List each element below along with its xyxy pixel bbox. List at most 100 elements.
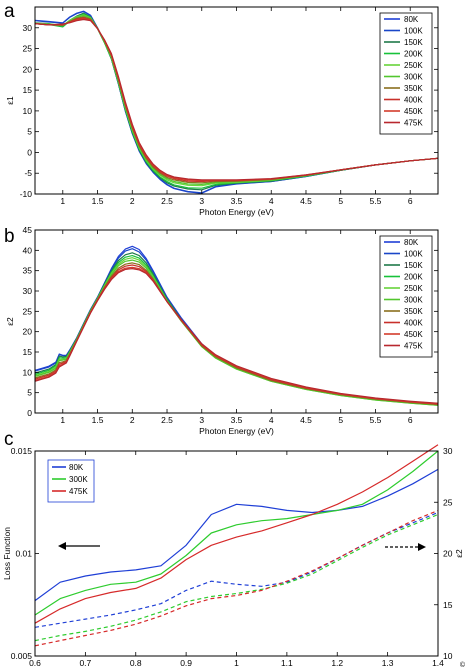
legend: 80K 100K 150K 200K 250K 300K 350K 400K 450K 475K — [379, 12, 433, 135]
y-tick-label: 25 — [23, 306, 33, 316]
x-tick-label: 3.5 — [231, 196, 243, 206]
series-line-200K — [34, 13, 439, 189]
series-line-150K — [34, 12, 439, 191]
y-tick-label: 0.015 — [11, 446, 33, 456]
y-tick-label: 35 — [23, 266, 33, 276]
series-line-450K — [34, 18, 439, 182]
series-line-250K — [34, 257, 439, 406]
legend-label-100K: 100K — [404, 27, 423, 36]
series-group — [34, 10, 439, 194]
legend-label-80K: 80K — [404, 238, 419, 247]
y-tick-label: 10 — [23, 367, 33, 377]
x-tick-label: 6 — [408, 415, 413, 425]
series-line-400K — [34, 264, 439, 405]
x-tick-label: 3.5 — [231, 415, 243, 425]
x-tick-label: 2 — [130, 415, 135, 425]
series-group — [34, 444, 439, 647]
y-axis-title: ε1 — [5, 96, 15, 105]
x-tick-label: 4 — [269, 415, 274, 425]
x-tick-label: 5 — [338, 415, 343, 425]
legend-label-200K: 200K — [404, 273, 423, 282]
x-tick-label: 6 — [408, 196, 413, 206]
y-tick-label: 30 — [23, 286, 33, 296]
legend-label-475K: 475K — [404, 342, 423, 351]
chart-panel-b: 1 1.5 2 2.5 3 3.5 4 4.5 5 5.5 6 0 5 10 15 20 25 30 35 40 45 P… — [5, 225, 439, 436]
y-tick-label: 45 — [23, 225, 33, 235]
series-line-80K — [34, 10, 439, 194]
panel-letter-c: c — [4, 429, 14, 450]
series-line-80K-dashed — [34, 511, 439, 628]
x-tick-label: 1 — [60, 415, 65, 425]
series-line-350K — [34, 16, 439, 184]
y-tick-label: 20 — [23, 64, 33, 74]
series-line-80K — [34, 245, 439, 405]
y-tick-label: 0 — [27, 408, 32, 418]
x-axis-title: Photon Energy (eV) — [199, 669, 274, 671]
y-tick-label: 5 — [27, 388, 32, 398]
x-tick-label: 0.7 — [79, 658, 91, 668]
x-tick-label: 2.5 — [161, 415, 173, 425]
x-tick-label: 5 — [338, 196, 343, 206]
x-tick-label: 1.4 — [432, 658, 444, 668]
y-tick-label: 30 — [23, 23, 33, 33]
x-axis-title: Photon Energy (eV) — [199, 207, 274, 217]
legend-label-80K: 80K — [69, 463, 84, 472]
legend-label-300K: 300K — [69, 475, 88, 484]
series-line-100K — [34, 248, 439, 405]
series-line-300K — [34, 259, 439, 406]
x-tick-label: 2 — [130, 196, 135, 206]
legend-label-100K: 100K — [404, 250, 423, 259]
series-line-150K — [34, 252, 439, 406]
legend-label-150K: 150K — [404, 38, 423, 47]
x-tick-label: 0.9 — [180, 658, 192, 668]
y-tick-label: 40 — [23, 245, 33, 255]
y-tick-label: 0.01 — [15, 549, 32, 559]
series-line-250K — [34, 14, 439, 187]
plot-frame — [34, 450, 439, 657]
legend-label-400K: 400K — [404, 96, 423, 105]
y-tick-label: 15 — [23, 347, 33, 357]
series-line-475K — [34, 268, 439, 404]
legend: 80K 300K 475K — [47, 459, 95, 503]
series-line-300K — [34, 15, 439, 185]
x-tick-label: 2.5 — [161, 196, 173, 206]
panel-letter-b: b — [4, 226, 15, 247]
legend-label-475K: 475K — [404, 119, 423, 128]
x-tick-label: 0.8 — [130, 658, 142, 668]
y-axis-title: ε2 — [5, 317, 15, 326]
y-tick-label: 20 — [23, 327, 33, 337]
legend: 80K 100K 150K 200K 250K 300K 350K 400K 450K 475K — [379, 235, 433, 358]
panel-letter-a: a — [4, 1, 15, 22]
legend-box — [379, 235, 433, 358]
y-tick-label: 10 — [23, 106, 33, 116]
x-tick-label: 5.5 — [370, 415, 382, 425]
y-right-tick-label: 30 — [443, 446, 453, 456]
right-arrowhead — [418, 543, 426, 551]
series-line-100K — [34, 11, 439, 194]
legend-label-200K: 200K — [404, 50, 423, 59]
legend-label-350K: 350K — [404, 307, 423, 316]
legend-box — [47, 459, 95, 503]
series-line-200K — [34, 255, 439, 406]
legend-label-80K: 80K — [404, 15, 419, 24]
y-tick-label: 0 — [27, 147, 32, 157]
x-tick-label: 1.1 — [281, 658, 293, 668]
x-tick-label: 3 — [199, 196, 204, 206]
x-axis-title: Photon Energy (eV) — [199, 426, 274, 436]
y-right-tick-label: 15 — [443, 600, 453, 610]
x-tick-label: 3 — [199, 415, 204, 425]
legend-label-475K: 475K — [69, 487, 88, 496]
series-line-475K-solid — [34, 444, 439, 624]
legend-box — [379, 12, 433, 135]
legend-label-150K: 150K — [404, 261, 423, 270]
series-line-350K — [34, 262, 439, 406]
chart-panel-c: 0.6 0.7 0.8 0.9 1 1.1 1.2 1.3 1.4 0.005 0.01 0.015 1… — [2, 444, 464, 671]
plot-frame — [34, 6, 439, 195]
x-tick-label: 1.2 — [331, 658, 343, 668]
legend-label-250K: 250K — [404, 284, 423, 293]
series-line-450K — [34, 266, 439, 405]
y-tick-label: -10 — [20, 189, 33, 199]
legend-label-300K: 300K — [404, 296, 423, 305]
y-tick-label: -5 — [24, 168, 32, 178]
chart-panel-a: 1 1.5 2 2.5 3 3.5 4 4.5 5 5.5 6 -10 -5 0 5 10 15 20 25 30 Ph… — [5, 6, 439, 217]
